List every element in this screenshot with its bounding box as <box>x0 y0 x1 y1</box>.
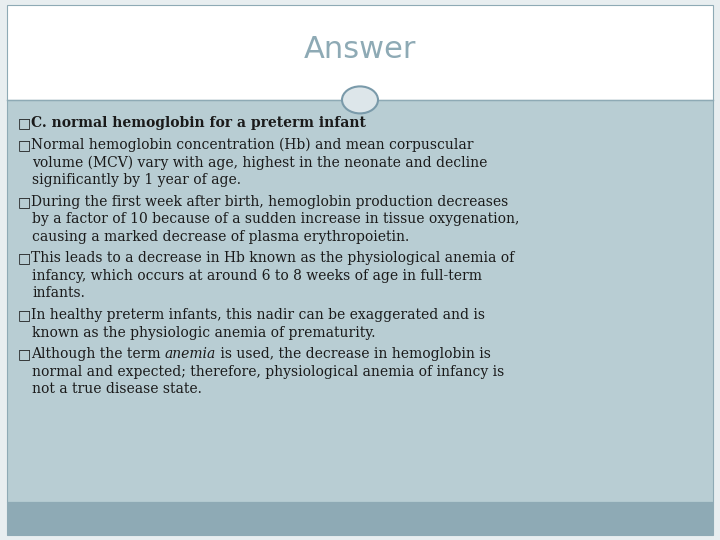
Text: □: □ <box>18 195 31 209</box>
Text: □: □ <box>18 347 31 361</box>
Text: significantly by 1 year of age.: significantly by 1 year of age. <box>32 173 241 187</box>
Text: Although the term: Although the term <box>31 347 165 361</box>
Text: normal and expected; therefore, physiological anemia of infancy is: normal and expected; therefore, physiolo… <box>32 365 505 379</box>
Text: not a true disease state.: not a true disease state. <box>32 382 202 396</box>
Text: infancy, which occurs at around 6 to 8 weeks of age in full-term: infancy, which occurs at around 6 to 8 w… <box>32 269 482 283</box>
Text: volume (MCV) vary with age, highest in the neonate and decline: volume (MCV) vary with age, highest in t… <box>32 156 487 170</box>
Text: Normal hemoglobin concentration (Hb) and mean corpuscular: Normal hemoglobin concentration (Hb) and… <box>31 138 474 152</box>
Text: anemia: anemia <box>165 347 216 361</box>
FancyBboxPatch shape <box>7 100 713 502</box>
FancyBboxPatch shape <box>7 5 713 100</box>
Text: □: □ <box>18 252 31 266</box>
Text: is used, the decrease in hemoglobin is: is used, the decrease in hemoglobin is <box>216 347 491 361</box>
FancyBboxPatch shape <box>7 502 713 535</box>
Text: □: □ <box>18 138 31 152</box>
Text: infants.: infants. <box>32 286 85 300</box>
Text: □: □ <box>18 308 31 322</box>
Circle shape <box>342 86 378 113</box>
Text: known as the physiologic anemia of prematurity.: known as the physiologic anemia of prema… <box>32 326 376 340</box>
Text: This leads to a decrease in Hb known as the physiological anemia of: This leads to a decrease in Hb known as … <box>31 252 514 266</box>
Text: □: □ <box>18 116 31 130</box>
Text: During the first week after birth, hemoglobin production decreases: During the first week after birth, hemog… <box>31 195 508 209</box>
Text: In healthy preterm infants, this nadir can be exaggerated and is: In healthy preterm infants, this nadir c… <box>31 308 485 322</box>
Text: by a factor of 10 because of a sudden increase in tissue oxygenation,: by a factor of 10 because of a sudden in… <box>32 212 520 226</box>
Text: causing a marked decrease of plasma erythropoietin.: causing a marked decrease of plasma eryt… <box>32 230 410 244</box>
Text: Answer: Answer <box>304 36 416 64</box>
Text: C. normal hemoglobin for a preterm infant: C. normal hemoglobin for a preterm infan… <box>31 116 366 130</box>
